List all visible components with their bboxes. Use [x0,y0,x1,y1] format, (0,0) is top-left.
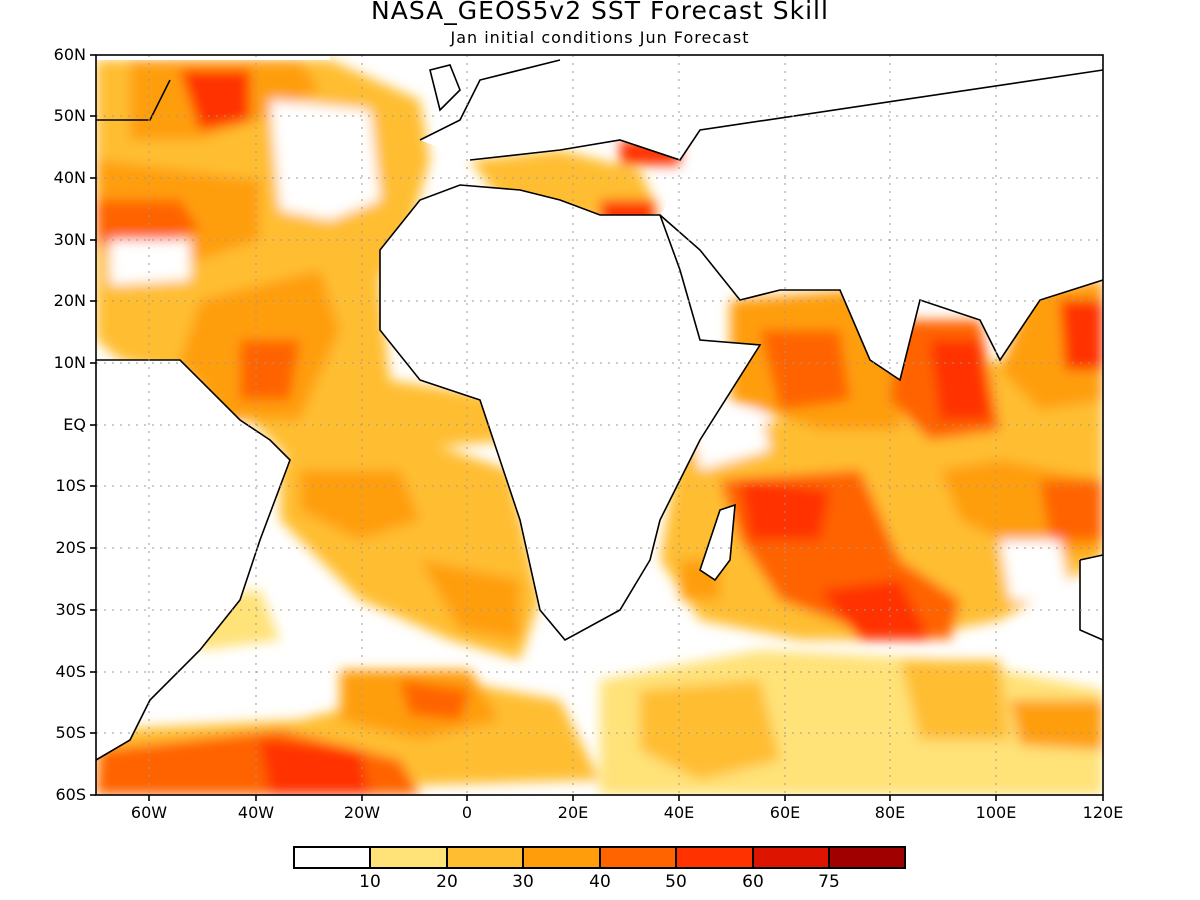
colorbar-label: 50 [665,872,687,892]
graticule [96,55,1103,795]
colorbar-swatch-4 [523,847,600,868]
lat-label: EQ [63,415,86,434]
lon-label: 120E [1082,803,1124,822]
lat-label: 10N [53,353,86,372]
lat-label: 30N [53,230,86,249]
lon-label: 20E [557,803,589,822]
lon-label: 40E [663,803,695,822]
colorbar-swatch-1 [294,847,370,868]
lat-label: 60N [53,45,86,64]
skill-field [96,55,1103,795]
lat-label: 60S [55,785,86,804]
lat-label: 40N [53,168,86,187]
lat-label: 20N [53,291,86,310]
map-title: NASA_GEOS5v2 SST Forecast Skill [371,0,829,25]
land-mask [96,55,1103,760]
colorbar-swatch-3 [447,847,523,868]
lat-label: 50N [53,106,86,125]
lat-label: 20S [55,538,86,557]
colorbar-swatch-8 [829,847,905,868]
lon-label: 40W [237,803,275,822]
lon-label: 80E [874,803,906,822]
colorbar-label: 10 [359,872,381,892]
colorbar-label: 40 [589,872,611,892]
colorbar-label: 20 [436,872,458,892]
map-subtitle: Jan initial conditions Jun Forecast [450,28,750,47]
colorbar-label: 75 [818,872,840,892]
colorbar-label: 60 [742,872,764,892]
lon-label: 60E [769,803,801,822]
lon-label: 20W [343,803,381,822]
axis-ticks [90,54,1104,801]
lon-label: 60W [130,803,168,822]
colorbar-label: 30 [512,872,534,892]
colorbar-swatch-6 [676,847,753,868]
lon-label: 100E [975,803,1017,822]
colorbar-swatch-7 [753,847,829,868]
coastlines [95,59,1104,761]
colorbar-swatch-5 [600,847,676,868]
lat-label: 30S [55,600,86,619]
lon-label: 0 [461,803,473,822]
lat-label: 10S [55,476,86,495]
lat-label: 50S [55,723,86,742]
lat-label: 40S [55,662,86,681]
colorbar-swatch-2 [370,847,447,868]
colorbar [293,846,906,869]
